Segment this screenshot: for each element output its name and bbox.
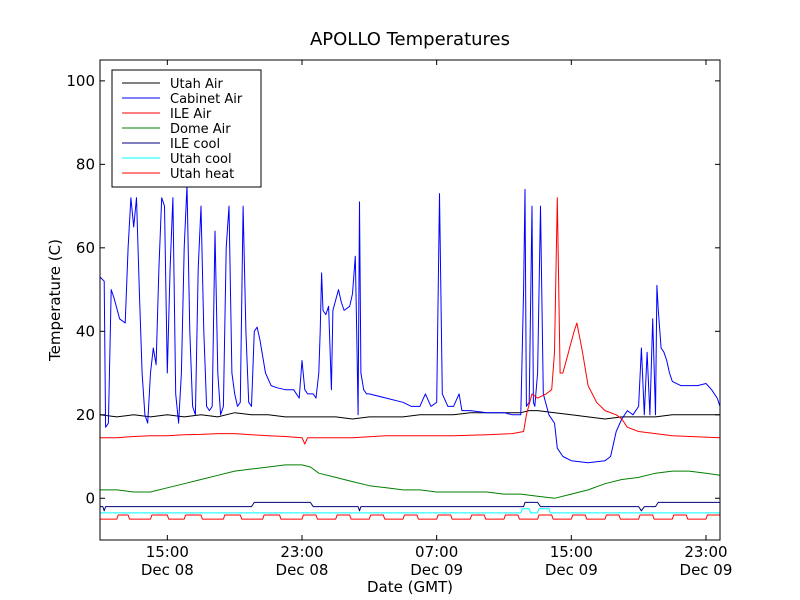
- legend-label: Utah heat: [170, 167, 234, 182]
- series-line-utah-air: [99, 410, 720, 420]
- legend-label: Cabinet Air: [170, 92, 243, 107]
- y-axis-label: Temperature (C): [46, 239, 64, 362]
- y-tick-label: 0: [85, 489, 95, 507]
- series-line-ile-cool: [100, 501, 720, 512]
- legend-label: ILE Air: [170, 107, 212, 122]
- x-tick-label-time: 23:00: [280, 543, 323, 561]
- series-line-utah-heat: [100, 514, 720, 520]
- series-line-ile-air: [100, 197, 721, 445]
- legend-label: Utah Air: [170, 77, 223, 92]
- x-tick-label-date: Dec 08: [276, 561, 329, 579]
- x-axis-label: Date (GMT): [367, 578, 453, 596]
- plot-frame: [99, 59, 721, 541]
- y-tick-label: 60: [76, 239, 95, 257]
- x-tick-label-date: Dec 09: [680, 561, 733, 579]
- x-tick-label-time: 23:00: [684, 543, 727, 561]
- y-tick-label: 100: [66, 72, 95, 90]
- series-layer: [99, 184, 721, 520]
- x-tick-label-date: Dec 09: [410, 561, 463, 579]
- y-tick-label: 80: [76, 155, 95, 173]
- x-tick-label-time: 07:00: [415, 543, 458, 561]
- legend-label: ILE cool: [170, 137, 220, 152]
- series-line-cabinet-air: [99, 184, 721, 464]
- y-tick-label: 40: [76, 322, 95, 340]
- y-tick-label: 20: [76, 406, 95, 424]
- x-tick-label-date: Dec 09: [545, 561, 598, 579]
- legend-label: Utah cool: [170, 152, 232, 167]
- legend-label: Dome Air: [170, 122, 231, 137]
- x-tick-label-time: 15:00: [146, 543, 189, 561]
- series-line-dome-air: [100, 464, 721, 499]
- series-line-utah-cool: [100, 508, 720, 514]
- x-tick-label-date: Dec 08: [141, 561, 194, 579]
- chart-title: APOLLO Temperatures: [310, 29, 510, 50]
- x-tick-label-time: 15:00: [550, 543, 593, 561]
